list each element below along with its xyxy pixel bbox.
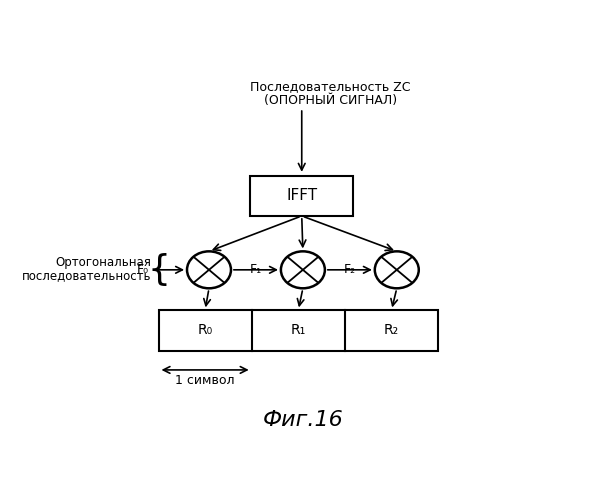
Text: F₁: F₁: [250, 264, 262, 276]
Bar: [250, 176, 353, 216]
Text: R₀: R₀: [197, 324, 213, 338]
Text: Ортогональная: Ортогональная: [56, 256, 152, 268]
Text: R₂: R₂: [384, 324, 399, 338]
Text: Фиг.16: Фиг.16: [262, 410, 343, 430]
Text: {: {: [147, 253, 170, 287]
Text: Последовательность ZC: Последовательность ZC: [250, 80, 411, 94]
Text: R₁: R₁: [291, 324, 306, 338]
Text: последовательность: последовательность: [22, 269, 152, 282]
Text: IFFT: IFFT: [286, 188, 317, 203]
Text: F₂: F₂: [344, 264, 356, 276]
Bar: [158, 310, 438, 350]
Text: 1 символ: 1 символ: [176, 374, 235, 387]
Text: F₀: F₀: [137, 264, 149, 276]
Text: (ОПОРНЫЙ СИГНАЛ): (ОПОРНЫЙ СИГНАЛ): [264, 94, 397, 107]
